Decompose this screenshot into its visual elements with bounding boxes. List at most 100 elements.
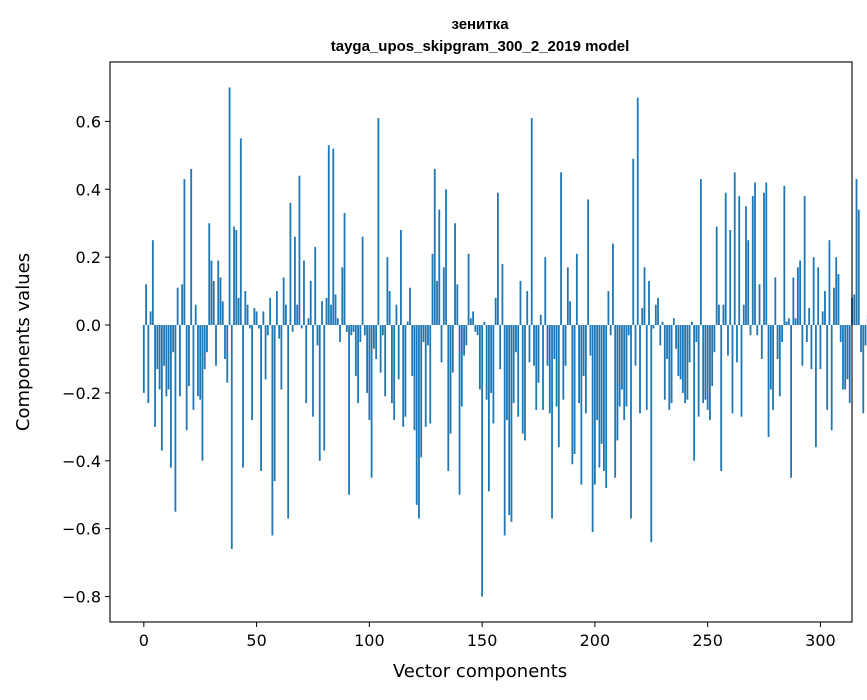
- bar-component-268: [747, 240, 749, 325]
- bar-component-155: [493, 325, 495, 423]
- bar-component-243: [691, 322, 693, 325]
- bar-component-208: [612, 244, 614, 325]
- bar-component-159: [502, 264, 504, 325]
- bar-component-69: [299, 176, 301, 325]
- bar-component-288: [792, 278, 794, 326]
- bar-component-3: [150, 311, 152, 325]
- chart-title: зенитка: [451, 16, 509, 33]
- bar-component-239: [682, 325, 684, 393]
- bar-component-10: [165, 325, 167, 396]
- bar-component-59: [276, 291, 278, 325]
- bar-component-254: [716, 227, 718, 325]
- bar-component-214: [626, 325, 628, 406]
- bar-component-223: [646, 325, 648, 410]
- bar-component-251: [709, 325, 711, 420]
- bar-component-295: [808, 308, 810, 325]
- bar-component-140: [459, 325, 461, 495]
- bar-component-15: [177, 288, 179, 325]
- bar-component-100: [368, 325, 370, 420]
- bar-component-194: [580, 325, 582, 485]
- bar-component-127: [429, 325, 431, 423]
- bar-component-153: [488, 325, 490, 491]
- bar-component-285: [786, 322, 788, 325]
- bar-component-217: [632, 159, 634, 325]
- bar-component-31: [213, 281, 215, 325]
- bar-component-157: [497, 193, 499, 325]
- bar-component-241: [686, 325, 688, 400]
- bar-component-269: [750, 325, 752, 335]
- bar-component-108: [387, 257, 389, 325]
- bar-component-81: [326, 298, 328, 325]
- bar-series: [143, 87, 867, 596]
- bar-component-16: [179, 325, 181, 396]
- bar-component-177: [542, 325, 544, 410]
- bar-component-39: [231, 325, 233, 549]
- y-tick-label: 0.2: [76, 248, 101, 267]
- bar-component-315: [853, 294, 855, 325]
- bar-component-9: [163, 325, 165, 366]
- bar-component-300: [820, 325, 822, 369]
- bar-component-120: [414, 325, 416, 430]
- bar-component-75: [312, 325, 314, 417]
- bar-component-299: [817, 267, 819, 325]
- bar-component-4: [152, 240, 154, 325]
- bar-component-144: [468, 254, 470, 325]
- y-axis-label: Components values: [13, 253, 34, 431]
- bar-component-278: [770, 325, 772, 389]
- bar-component-107: [384, 325, 386, 396]
- bar-component-311: [844, 325, 846, 389]
- bar-component-318: [860, 325, 862, 352]
- bar-component-102: [373, 325, 375, 349]
- bar-component-13: [172, 325, 174, 352]
- bar-component-253: [714, 325, 716, 352]
- bar-component-231: [664, 325, 666, 400]
- bar-component-222: [644, 267, 646, 325]
- bar-component-17: [181, 284, 183, 325]
- bar-component-261: [732, 325, 734, 413]
- bar-component-160: [504, 325, 506, 535]
- bar-component-137: [452, 325, 454, 373]
- bar-component-202: [599, 325, 601, 468]
- bar-component-80: [323, 325, 325, 451]
- bar-component-139: [456, 284, 458, 325]
- bar-component-172: [531, 118, 533, 325]
- bar-component-316: [856, 179, 858, 325]
- bar-component-19: [186, 325, 188, 430]
- bar-component-64: [287, 325, 289, 518]
- bar-component-134: [445, 189, 447, 325]
- bar-component-18: [184, 179, 186, 325]
- bar-component-145: [470, 318, 472, 325]
- bar-component-206: [608, 291, 610, 325]
- bar-component-263: [736, 325, 738, 362]
- bar-component-309: [840, 325, 842, 342]
- bar-component-72: [305, 325, 307, 403]
- bar-component-213: [623, 325, 625, 420]
- bar-component-190: [571, 325, 573, 464]
- bar-component-296: [811, 325, 813, 369]
- bar-component-219: [637, 98, 639, 325]
- bar-component-122: [418, 325, 420, 518]
- bar-component-98: [364, 325, 366, 335]
- bar-component-308: [838, 274, 840, 325]
- bar-component-238: [680, 325, 682, 379]
- bar-component-240: [684, 325, 686, 403]
- bar-component-245: [695, 325, 697, 342]
- bar-component-303: [826, 325, 828, 410]
- bar-component-168: [522, 325, 524, 434]
- bar-component-147: [474, 325, 476, 332]
- bar-component-195: [583, 325, 585, 376]
- bar-component-109: [389, 291, 391, 325]
- bar-component-7: [159, 325, 161, 389]
- bar-component-225: [650, 325, 652, 542]
- bar-component-266: [743, 305, 745, 325]
- bar-component-271: [754, 182, 756, 325]
- bar-component-53: [262, 311, 264, 325]
- bar-component-136: [450, 325, 452, 434]
- bar-component-30: [211, 261, 213, 325]
- bar-component-49: [253, 308, 255, 325]
- y-axis-ticks: −0.8−0.6−0.4−0.20.00.20.40.6: [62, 112, 110, 606]
- bar-component-320: [865, 325, 867, 345]
- bar-component-54: [265, 325, 267, 379]
- bar-component-215: [628, 325, 630, 335]
